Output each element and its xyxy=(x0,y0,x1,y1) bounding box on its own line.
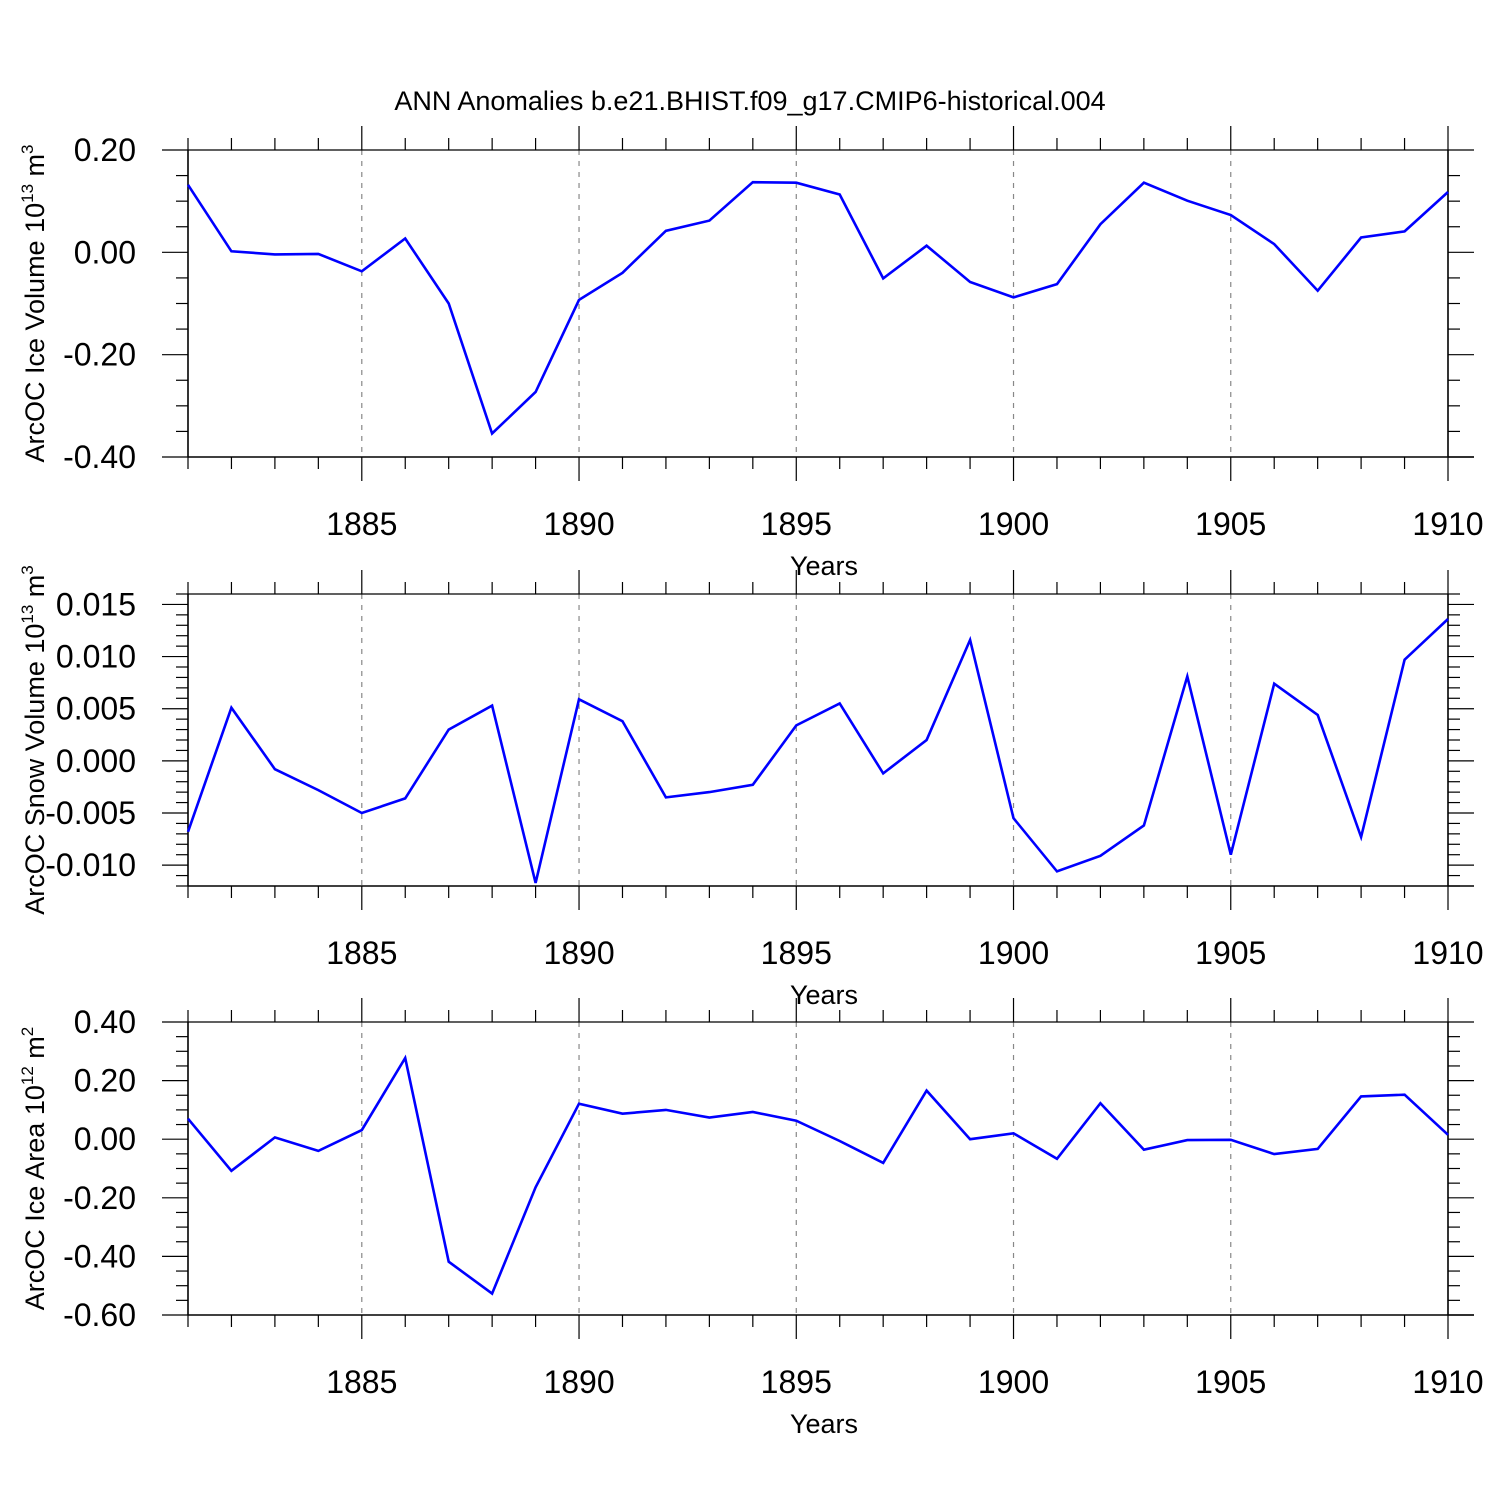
panel-3: 1885 1890 1895 1900 1905 1910 Years -0.60 -0.40 -… xyxy=(18,998,1484,1439)
y-axis-label-superscript: 3 xyxy=(18,144,37,153)
y-tick-label: 0.20 xyxy=(74,1063,136,1099)
y-axis-label-text: ArcOC Ice Volume 10 xyxy=(20,203,50,463)
x-tick-label: 1885 xyxy=(326,1364,397,1400)
y-tick-label: -0.010 xyxy=(45,847,136,883)
y-tick-label: 0.010 xyxy=(56,639,136,675)
y-axis-label-text: m xyxy=(20,575,50,605)
x-tick-label: 1910 xyxy=(1412,935,1483,971)
y-axis-label-superscript: 12 xyxy=(18,1066,37,1085)
y-tick-label: 0.00 xyxy=(74,1121,136,1157)
y-axis-label-text: m xyxy=(20,154,50,184)
panel-2: 1885 1890 1895 1900 1905 1910 Years -0.010 -0.00… xyxy=(18,565,1484,1010)
x-tick-label: 1905 xyxy=(1195,506,1266,542)
y-tick-label: 0.40 xyxy=(74,1004,136,1040)
y-axis-label-superscript: 3 xyxy=(18,565,37,574)
x-tick-label: 1895 xyxy=(761,1364,832,1400)
chart-title: ANN Anomalies b.e21.BHIST.f09_g17.CMIP6-… xyxy=(394,86,1105,116)
x-tick-label: 1910 xyxy=(1412,1364,1483,1400)
series-line xyxy=(186,180,1449,436)
y-tick-label: 0.20 xyxy=(74,132,136,168)
x-tick-label: 1885 xyxy=(326,935,397,971)
panel-1: 1885 1890 1895 1900 1905 1910 Years -0.40 -0.20 0… xyxy=(18,126,1484,581)
y-tick-label: -0.005 xyxy=(45,795,136,831)
series-line xyxy=(186,618,1449,884)
y-tick-label: 0.000 xyxy=(56,743,136,779)
y-tick-label: -0.60 xyxy=(63,1297,136,1333)
y-tick-label: -0.40 xyxy=(63,439,136,475)
x-tick-label: 1885 xyxy=(326,506,397,542)
y-axis-label-text: ArcOC Snow Volume 10 xyxy=(20,624,50,915)
x-tick-label: 1890 xyxy=(543,935,614,971)
y-tick-label: 0.00 xyxy=(74,234,136,270)
y-axis-label: ArcOC Snow Volume 1013 m3 xyxy=(18,565,50,915)
y-axis-label-superscript: 2 xyxy=(18,1027,37,1036)
x-tick-label: 1900 xyxy=(978,935,1049,971)
panels: 1885 1890 1895 1900 1905 1910 Years -0.40 -0.20 0… xyxy=(18,126,1484,1439)
y-tick-label: 0.015 xyxy=(56,586,136,622)
y-axis-label: ArcOC Ice Area 1012 m2 xyxy=(18,1027,50,1311)
y-axis-label-text: m xyxy=(20,1036,50,1066)
y-axis-label-superscript: 13 xyxy=(18,605,37,624)
x-axis-label: Years xyxy=(790,551,858,581)
x-tick-label: 1900 xyxy=(978,506,1049,542)
x-tick-label: 1910 xyxy=(1412,506,1483,542)
x-tick-label: 1890 xyxy=(543,1364,614,1400)
y-tick-label: 0.005 xyxy=(56,691,136,727)
y-axis-label: ArcOC Ice Volume 1013 m3 xyxy=(18,144,50,462)
y-axis-label-superscript: 13 xyxy=(18,184,37,203)
y-tick-label: -0.20 xyxy=(63,1180,136,1216)
x-axis-label: Years xyxy=(790,980,858,1010)
x-tick-label: 1900 xyxy=(978,1364,1049,1400)
y-axis-label-text: ArcOC Ice Area 10 xyxy=(20,1085,50,1310)
x-tick-label: 1895 xyxy=(761,506,832,542)
x-tick-label: 1895 xyxy=(761,935,832,971)
x-tick-label: 1905 xyxy=(1195,1364,1266,1400)
x-tick-label: 1905 xyxy=(1195,935,1266,971)
y-tick-label: -0.20 xyxy=(63,337,136,373)
series-line xyxy=(187,1054,1449,1296)
x-tick-label: 1890 xyxy=(543,506,614,542)
y-tick-label: -0.40 xyxy=(63,1238,136,1274)
x-axis-label: Years xyxy=(790,1409,858,1439)
